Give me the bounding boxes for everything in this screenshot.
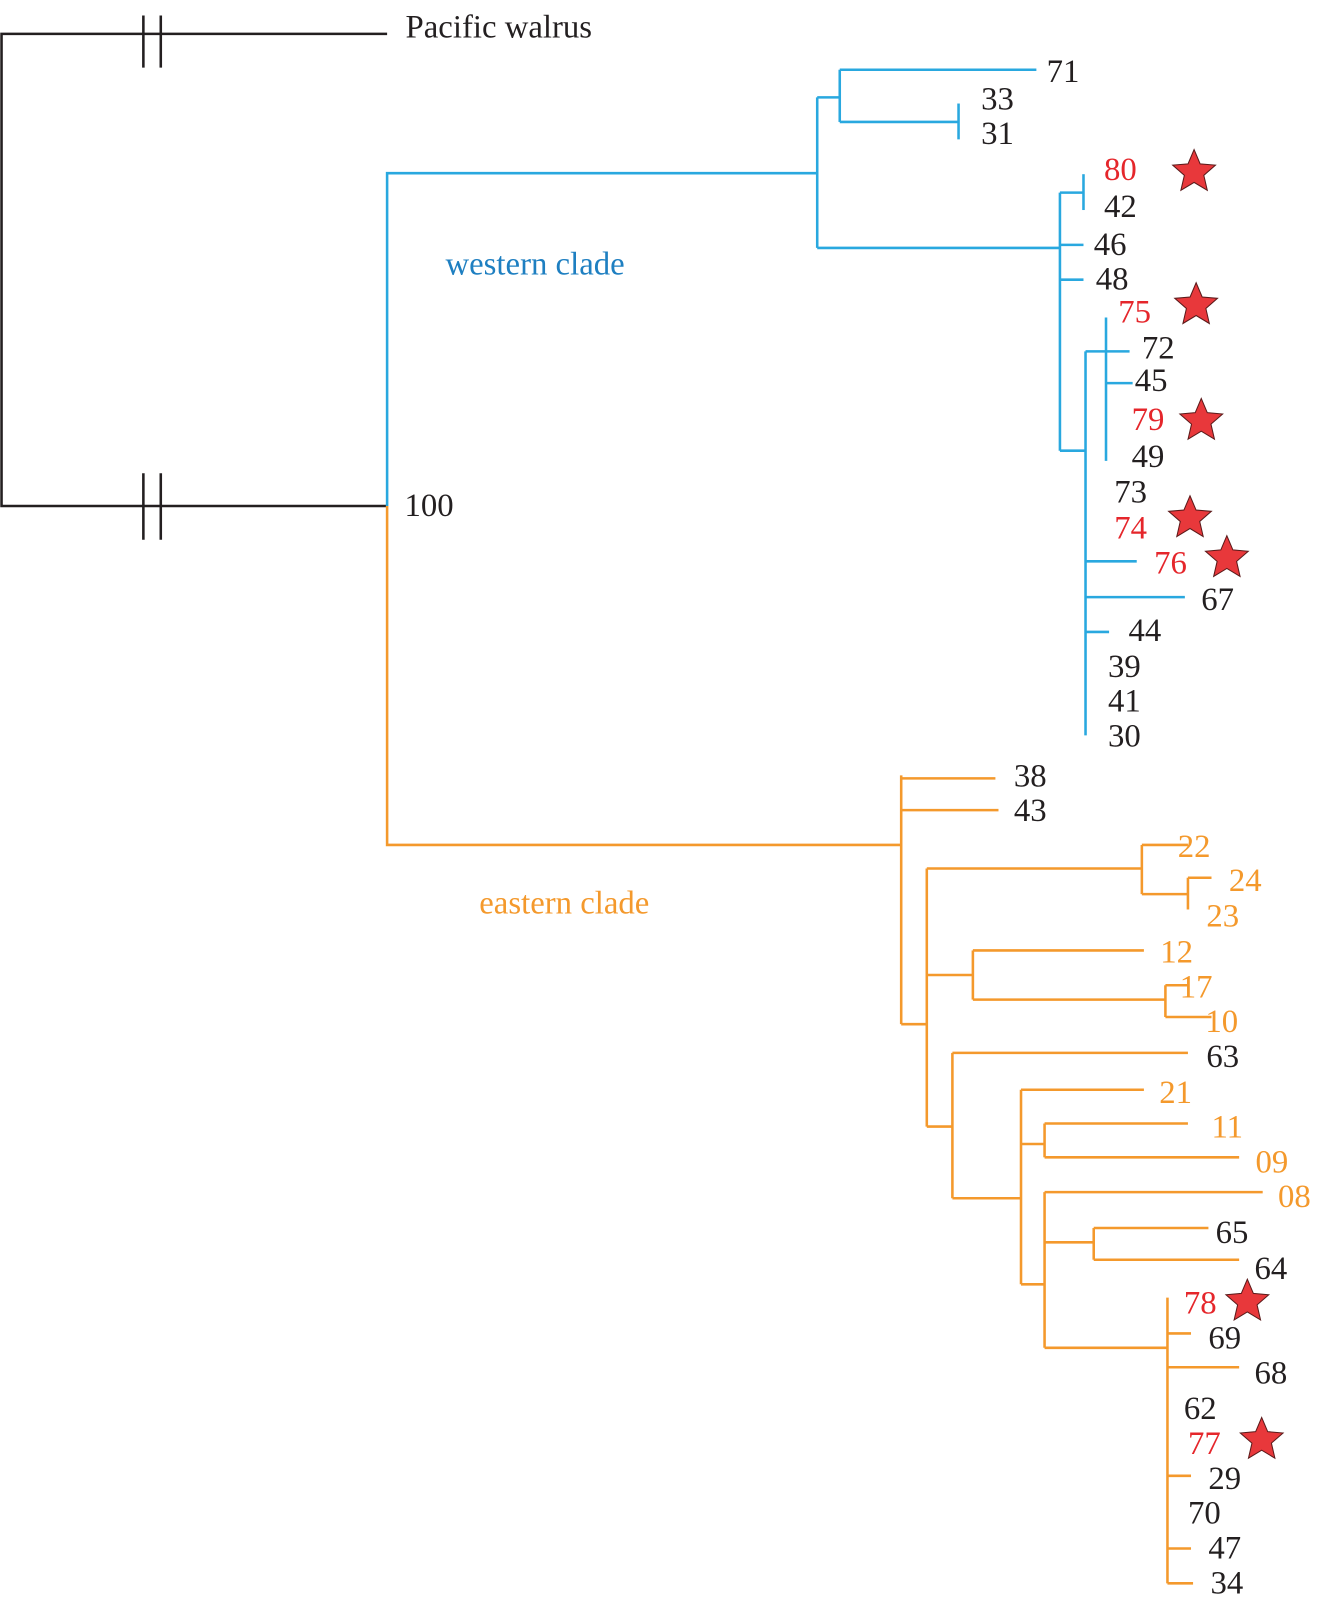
leaf-label: 29 [1208, 1461, 1241, 1497]
leaf-label: 17 [1180, 969, 1213, 1005]
leaf-label: 62 [1184, 1391, 1217, 1427]
leaf-label: 34 [1210, 1565, 1243, 1601]
leaf-label: 70 [1188, 1496, 1221, 1532]
branch [385, 171, 818, 506]
leaf-label: 30 [1108, 718, 1141, 754]
leaf-label: 49 [1132, 439, 1165, 475]
outgroup-branches [0, 15, 388, 540]
western-clade-label: western clade [445, 246, 624, 282]
leaf-label: 24 [1229, 863, 1262, 899]
leaf-label: 64 [1255, 1251, 1288, 1287]
leaf-label: 33 [981, 81, 1014, 117]
leaf-label: 69 [1208, 1321, 1241, 1357]
leaf-label: 68 [1255, 1355, 1288, 1391]
leaf-label: 12 [1160, 934, 1193, 970]
leaf-label: 48 [1096, 262, 1129, 298]
leaf-label: 67 [1201, 582, 1234, 618]
leaf-label: 63 [1206, 1039, 1239, 1075]
stars [1167, 148, 1285, 1460]
labels: Pacific walrus 100 western clade eastern cl… [405, 10, 1311, 1602]
leaf-label: 11 [1211, 1110, 1243, 1146]
leaf-label: 08 [1278, 1179, 1311, 1215]
western-clade-branches [385, 68, 1185, 736]
leaf-label: 46 [1094, 227, 1127, 263]
leaf-label: 45 [1135, 363, 1168, 399]
leaf-label: 47 [1208, 1531, 1241, 1567]
star-icon [1204, 534, 1250, 578]
outgroup-branch [0, 32, 388, 508]
leaf-label: 10 [1205, 1004, 1238, 1040]
star-icon [1171, 148, 1217, 192]
outgroup-label: Pacific walrus [406, 10, 593, 46]
leaf-label: 74 [1114, 511, 1147, 547]
leaf-label: 21 [1159, 1075, 1192, 1111]
leaf-label: 80 [1104, 152, 1137, 188]
leaf-label: 75 [1118, 294, 1151, 330]
leaf-label: 31 [981, 116, 1014, 152]
leaf-label: 77 [1188, 1426, 1221, 1462]
eastern-clade-branches [385, 505, 1263, 1585]
leaf-label: 78 [1184, 1286, 1217, 1322]
leaf-label: 73 [1114, 475, 1147, 511]
leaf-label: 72 [1142, 330, 1175, 366]
star-icon [1173, 281, 1219, 325]
star-icon [1167, 494, 1213, 538]
leaf-label: 09 [1256, 1144, 1289, 1180]
leaf-label: 79 [1132, 402, 1165, 438]
star-icon [1239, 1416, 1285, 1460]
leaf-label: 22 [1178, 829, 1211, 865]
leaf-label: 42 [1104, 189, 1137, 225]
branch-break-marks [142, 15, 163, 540]
leaf-label: 23 [1206, 899, 1239, 935]
leaf-label: 38 [1014, 758, 1047, 794]
leaf-label: 39 [1108, 649, 1141, 685]
leaf-label: 44 [1129, 613, 1162, 649]
eastern-clade-label: eastern clade [479, 885, 649, 921]
branch [385, 505, 902, 847]
leaf-label: 76 [1154, 545, 1187, 581]
leaf-label: 65 [1216, 1215, 1249, 1251]
star-icon [1178, 397, 1224, 441]
leaf-label: 41 [1108, 684, 1141, 720]
bootstrap-value: 100 [405, 488, 454, 524]
leaf-label: 43 [1014, 793, 1047, 829]
leaf-label: 71 [1047, 54, 1080, 90]
star-icon [1224, 1277, 1270, 1322]
